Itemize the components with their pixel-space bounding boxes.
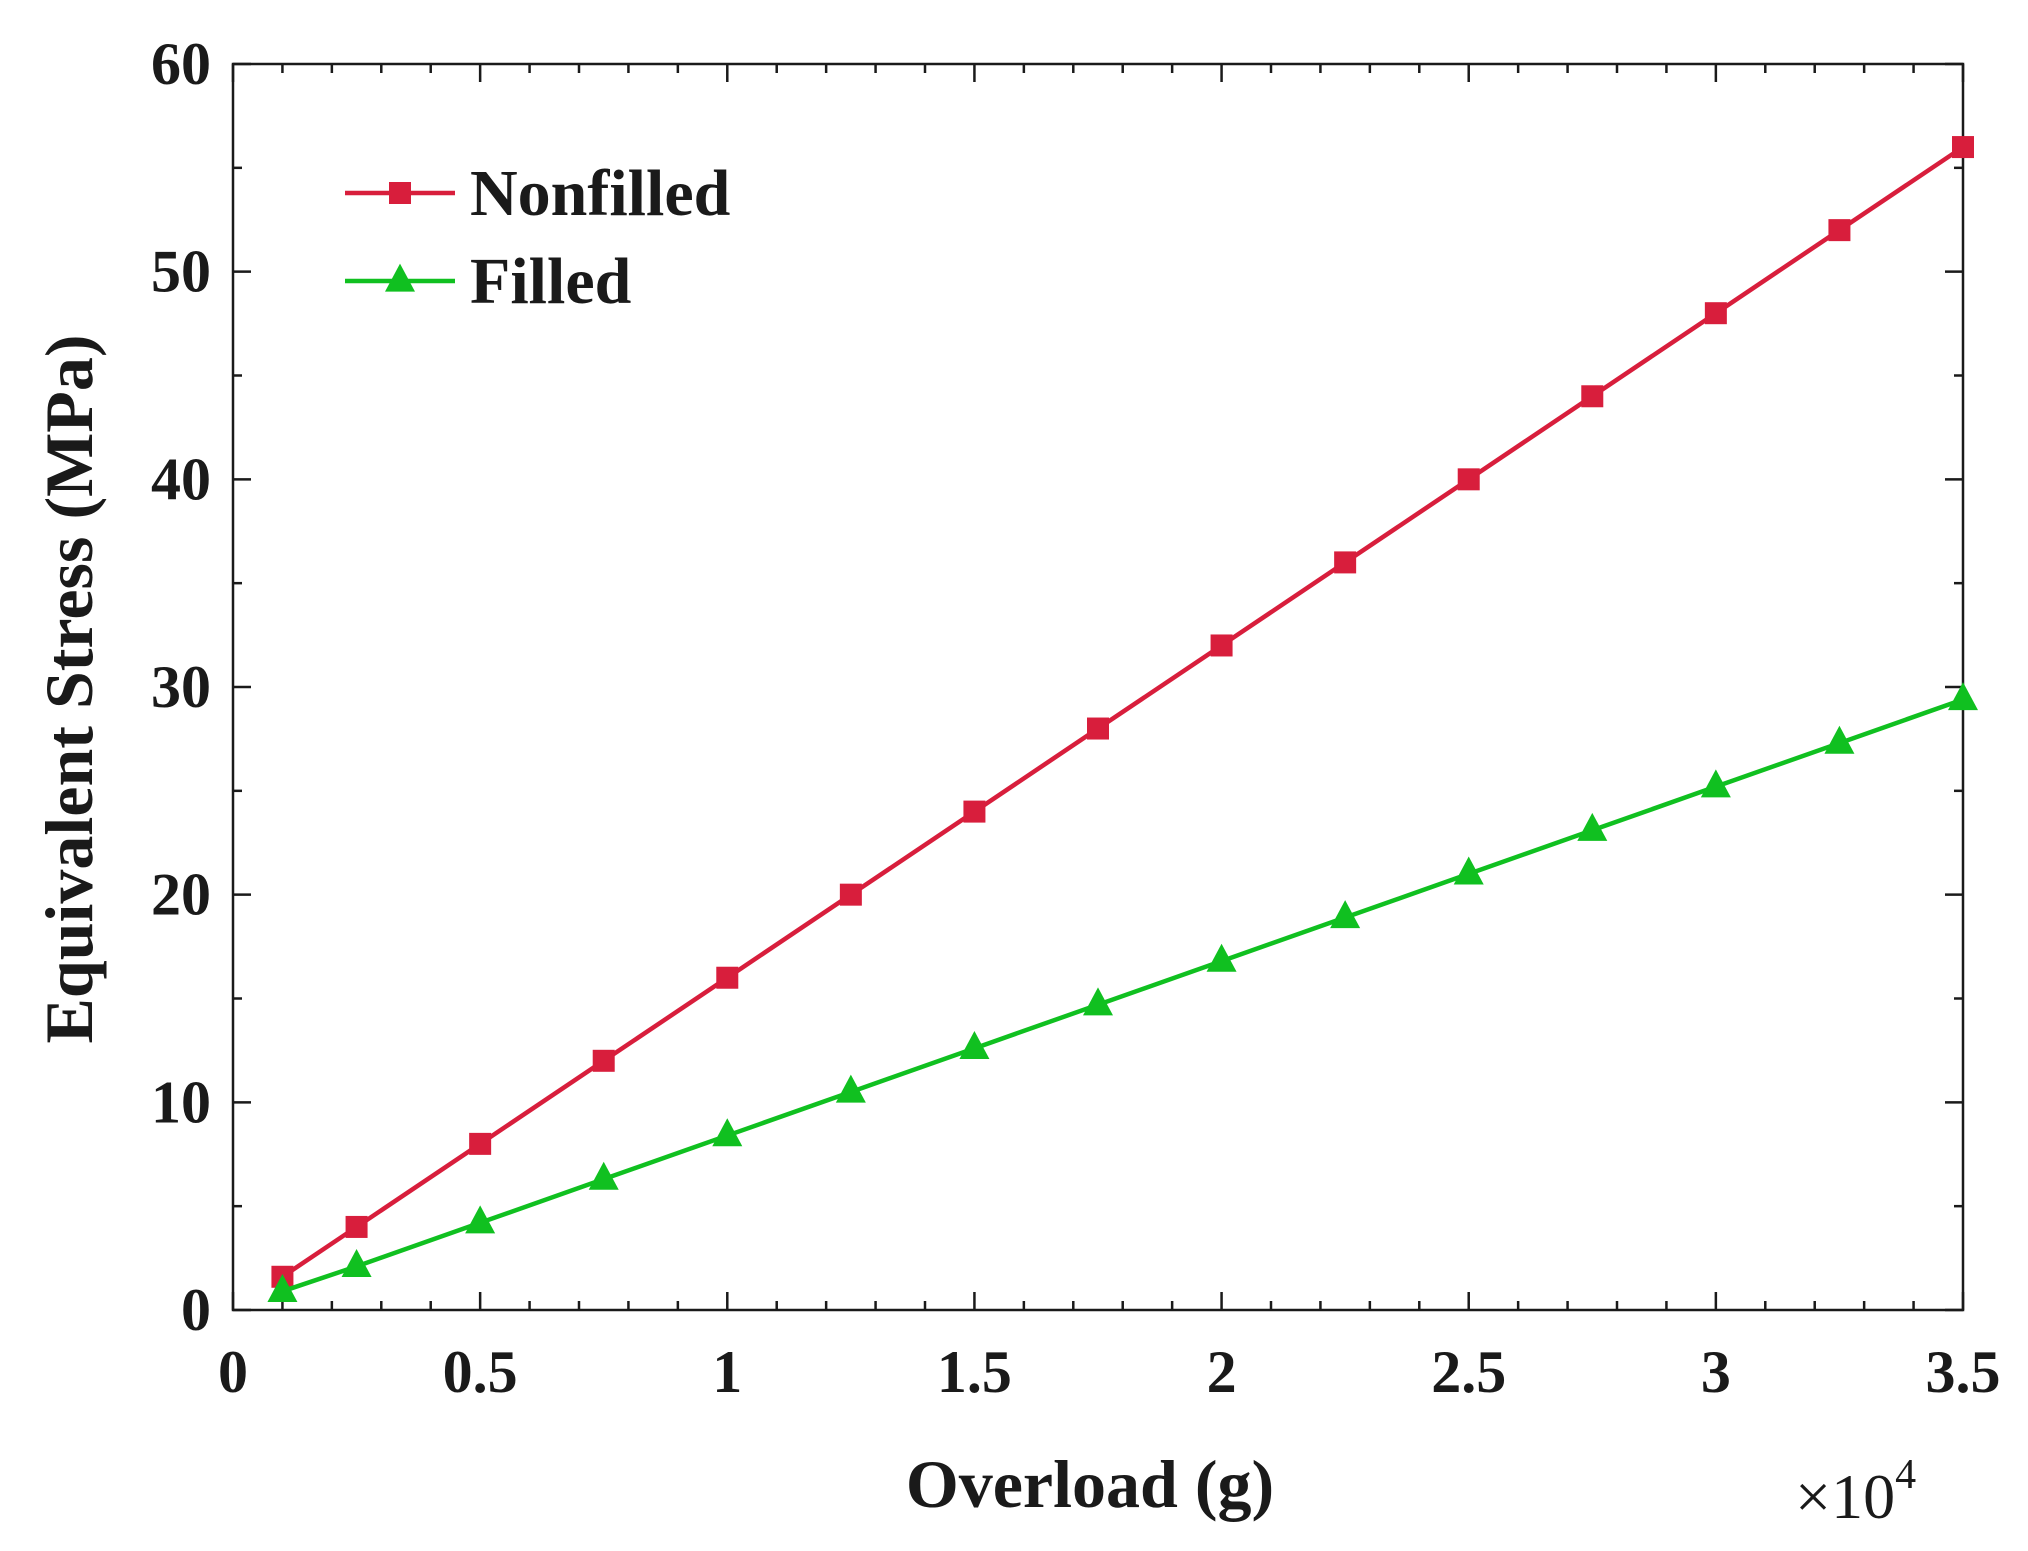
data-point-nonfilled [1581, 385, 1604, 408]
legend-item-nonfilled: Nonfilled [345, 157, 730, 230]
data-point-filled [1083, 987, 1113, 1016]
data-point-filled [959, 1030, 990, 1059]
legend-label-filled: Filled [470, 245, 631, 318]
x-multiplier-base: ×10 [1795, 1461, 1895, 1532]
y-tick-label: 10 [151, 1069, 211, 1135]
svg-text:×104: ×104 [1795, 1452, 1916, 1532]
data-point-nonfilled [345, 1215, 368, 1238]
y-tick-label: 50 [151, 239, 211, 305]
data-point-nonfilled [1704, 302, 1727, 325]
data-point-filled [1700, 769, 1731, 798]
legend-item-filled: Filled [345, 245, 631, 318]
axis-ticks [231, 62, 1965, 1312]
y-axis-title: Equivalent Stress (MPa) [31, 335, 107, 1044]
data-point-filled [465, 1205, 496, 1234]
data-point-filled [1948, 682, 1978, 711]
x-tick-label: 2.5 [1431, 1339, 1506, 1405]
x-axis-title: Overload (g) [906, 1446, 1274, 1522]
data-point-nonfilled [469, 1132, 492, 1155]
data-point-nonfilled [716, 966, 739, 989]
x-tick-label: 2 [1207, 1339, 1237, 1405]
series-nonfilled [271, 136, 1974, 1288]
legend-marker-filled [385, 263, 415, 292]
data-point-filled [1453, 856, 1484, 885]
x-multiplier-exponent: 4 [1895, 1452, 1916, 1498]
data-point-nonfilled [963, 800, 986, 823]
x-tick-label: 3 [1701, 1339, 1731, 1405]
series-layer [267, 136, 1978, 1302]
data-point-nonfilled [592, 1049, 615, 1072]
data-point-filled [1206, 943, 1237, 972]
y-tick-label: 30 [151, 654, 211, 720]
tick-labels: 0 0.5 1 1.5 2 2.5 3 3.5 0 10 20 30 40 50 60 [151, 31, 2001, 1405]
data-point-filled [341, 1249, 372, 1278]
data-point-nonfilled [1087, 717, 1109, 740]
legend-marker-nonfilled [389, 182, 411, 204]
data-point-filled [835, 1074, 866, 1103]
x-tick-label: 0 [218, 1339, 248, 1405]
x-tick-label: 3.5 [1926, 1339, 2001, 1405]
legend-label-nonfilled: Nonfilled [470, 157, 730, 230]
data-point-filled [1577, 812, 1608, 841]
series-filled [267, 682, 1978, 1302]
data-point-filled [267, 1273, 298, 1302]
legend: Nonfilled Filled [345, 157, 730, 318]
data-point-nonfilled [1334, 551, 1357, 574]
data-point-filled [1824, 725, 1855, 754]
data-point-nonfilled [1828, 219, 1851, 242]
y-tick-label: 20 [151, 862, 211, 928]
data-point-nonfilled [1210, 634, 1233, 657]
x-tick-label: 1 [712, 1339, 742, 1405]
x-tick-label: 1.5 [937, 1339, 1012, 1405]
x-tick-label: 0.5 [443, 1339, 518, 1405]
y-tick-label: 0 [181, 1277, 211, 1343]
data-point-nonfilled [839, 883, 862, 906]
data-point-filled [588, 1161, 619, 1190]
x-axis-multiplier: ×104 [1795, 1452, 1916, 1532]
data-point-filled [712, 1118, 743, 1147]
y-tick-label: 40 [151, 446, 211, 512]
data-point-nonfilled [1952, 136, 1974, 159]
data-point-filled [1330, 900, 1361, 929]
data-point-nonfilled [1457, 468, 1480, 491]
y-tick-label: 60 [151, 31, 211, 97]
